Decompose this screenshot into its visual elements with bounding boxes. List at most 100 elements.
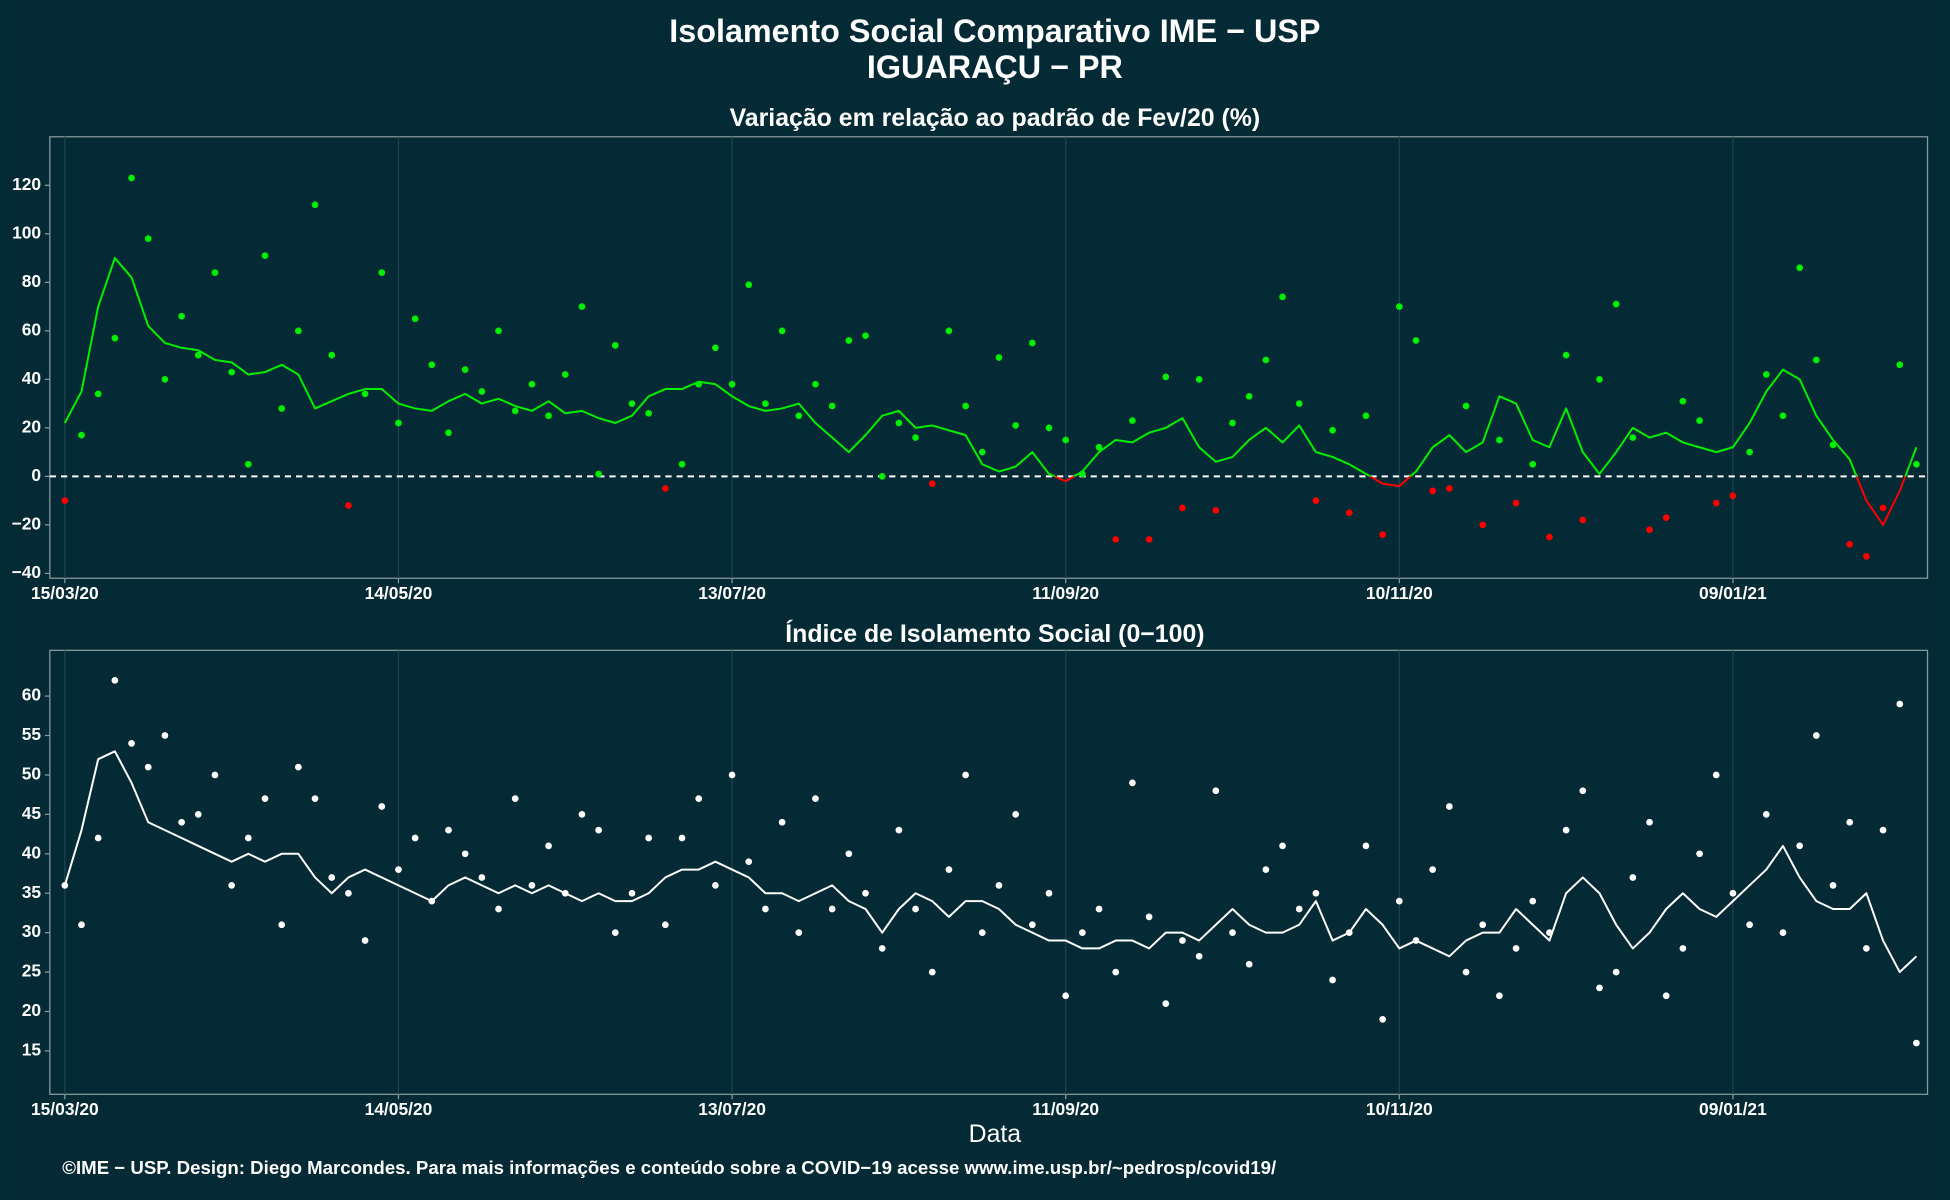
point <box>828 402 836 410</box>
point <box>311 795 319 802</box>
point <box>1345 509 1353 517</box>
point <box>1462 402 1470 410</box>
point <box>328 874 336 881</box>
point <box>1646 526 1653 534</box>
point <box>945 866 953 873</box>
point <box>261 252 269 259</box>
point <box>1612 968 1620 976</box>
point <box>61 497 69 504</box>
point <box>1112 536 1120 543</box>
moving-average-line <box>63 257 1918 526</box>
point <box>1863 945 1870 952</box>
point <box>128 740 135 747</box>
point <box>762 400 769 407</box>
point <box>1245 392 1253 400</box>
chart-title: Isolamento Social Comparativo IME − USP <box>669 13 1320 49</box>
point <box>495 905 502 913</box>
point <box>78 431 85 439</box>
point <box>995 354 1003 361</box>
point <box>495 327 502 335</box>
point <box>211 771 219 779</box>
point <box>728 380 736 388</box>
point <box>111 676 119 684</box>
point <box>295 327 302 335</box>
point <box>1629 874 1637 881</box>
chart-subtitle: IGUARAÇU − PR <box>867 49 1123 85</box>
point <box>94 390 102 398</box>
point <box>745 858 753 866</box>
point <box>144 235 152 243</box>
plot-area <box>49 649 1929 1095</box>
point <box>778 818 786 826</box>
y-tick-label: 60 <box>22 319 41 339</box>
point <box>1012 811 1020 818</box>
point <box>278 921 286 929</box>
point <box>645 409 653 417</box>
point <box>461 366 469 373</box>
y-tick-label: 20 <box>22 416 41 436</box>
point <box>1145 913 1153 921</box>
point <box>1095 905 1103 913</box>
point <box>1846 540 1854 548</box>
point <box>762 905 769 913</box>
point <box>1195 375 1203 383</box>
point <box>1779 412 1787 420</box>
y-tick-label: 55 <box>22 724 42 744</box>
point <box>1913 460 1920 468</box>
point <box>1596 984 1603 992</box>
point <box>1362 412 1370 420</box>
point <box>244 460 252 468</box>
point <box>461 850 469 858</box>
point <box>1762 371 1770 378</box>
point <box>1279 842 1286 850</box>
point <box>1462 968 1470 976</box>
point <box>795 929 803 937</box>
point <box>1312 497 1320 504</box>
plot-area <box>49 136 1929 579</box>
point <box>1179 937 1186 944</box>
point <box>845 337 853 344</box>
point <box>1779 929 1787 937</box>
point <box>1529 897 1537 905</box>
point <box>378 269 386 276</box>
point <box>745 281 753 289</box>
point <box>1062 992 1070 1000</box>
point <box>1612 300 1620 308</box>
point <box>78 921 85 929</box>
point <box>945 327 953 335</box>
point <box>912 905 919 913</box>
point <box>295 763 302 771</box>
point <box>1729 492 1737 500</box>
y-tick-label: 0 <box>31 465 41 485</box>
point <box>962 771 969 779</box>
point <box>1129 779 1136 787</box>
point <box>1479 921 1487 929</box>
point <box>144 763 152 771</box>
point <box>1762 811 1770 818</box>
y-tick-label: 25 <box>22 961 42 981</box>
x-tick-label: 15/03/20 <box>31 1099 99 1119</box>
point <box>378 803 386 810</box>
point <box>1162 373 1170 381</box>
point <box>228 881 235 889</box>
y-tick-label: 120 <box>12 174 41 194</box>
point <box>1262 866 1270 873</box>
x-tick-label: 15/03/20 <box>31 583 99 603</box>
point <box>395 419 402 427</box>
point <box>411 315 419 323</box>
point <box>1028 921 1036 929</box>
point <box>695 795 703 802</box>
point <box>428 361 436 369</box>
point <box>1429 866 1437 873</box>
point <box>1796 842 1804 850</box>
point <box>178 818 185 826</box>
x-tick-label: 10/11/20 <box>1366 1099 1433 1119</box>
point <box>678 834 686 842</box>
x-tick-label: 11/09/20 <box>1032 1099 1099 1119</box>
point <box>595 826 602 834</box>
point <box>1362 842 1370 850</box>
point <box>328 351 336 359</box>
point <box>995 881 1003 889</box>
point <box>1095 443 1103 451</box>
